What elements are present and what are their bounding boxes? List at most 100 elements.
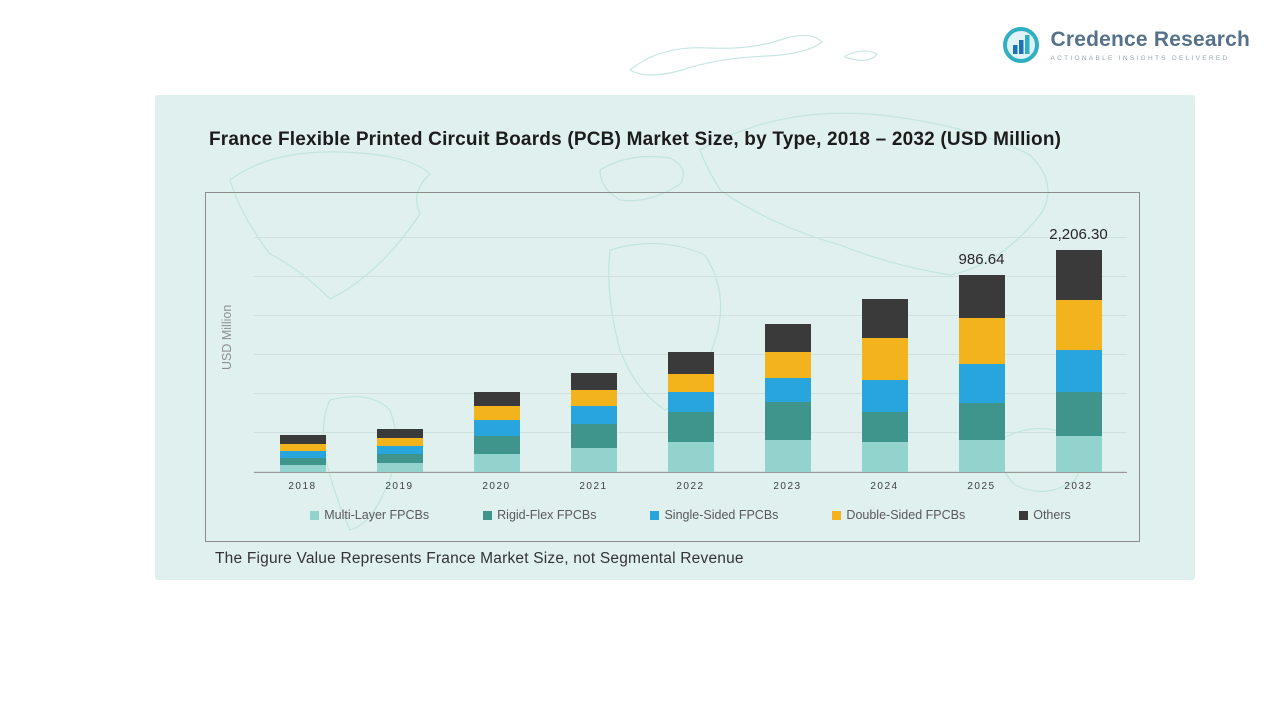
logo-tagline-text: Actionable Insights Delivered	[1050, 55, 1230, 62]
bar-group-2025: 986.64	[933, 201, 1030, 472]
bar-segment-others-2020	[473, 392, 520, 406]
legend-swatch-others	[1019, 510, 1029, 520]
bar-segment-rigid-flex-fpcbs-2025	[958, 403, 1005, 440]
bar-segment-double-sided-fpcbs-2022	[667, 374, 714, 392]
bar-stack-2032	[1055, 250, 1102, 472]
bar-segment-double-sided-fpcbs-2021	[570, 390, 617, 406]
bar-segment-rigid-flex-fpcbs-2021	[570, 424, 617, 448]
bar-segment-double-sided-fpcbs-2018	[279, 444, 326, 451]
chart-plot-box: USD Million 986.64 2,206.30 2018 2019 2020 2…	[205, 192, 1140, 542]
bar-total-label-2032: 2,206.30	[1049, 226, 1108, 243]
legend-item-single-sided-fpcbs: Single-Sided FPCBs	[650, 508, 778, 522]
bar-segment-rigid-flex-fpcbs-2032	[1055, 392, 1102, 436]
legend-item-multi-layer-fpcbs: Multi-Layer FPCBs	[310, 508, 429, 522]
legend-label-rigid-flex-fpcbs: Rigid-Flex FPCBs	[497, 508, 597, 522]
bar-group-2020	[448, 201, 545, 472]
bar-segment-single-sided-fpcbs-2019	[376, 446, 423, 454]
bar-segment-others-2022	[667, 352, 714, 374]
legend-swatch-single-sided-fpcbs	[650, 510, 660, 520]
bar-segment-multi-layer-fpcbs-2032	[1055, 436, 1102, 472]
bar-total-label-2025: 986.64	[958, 250, 1005, 268]
bar-stack-2020	[473, 392, 520, 472]
bar-segment-others-2019	[376, 429, 423, 438]
bar-segment-multi-layer-fpcbs-2019	[376, 463, 423, 472]
legend-item-rigid-flex-fpcbs: Rigid-Flex FPCBs	[483, 508, 596, 522]
bar-segment-others-2023	[764, 324, 811, 352]
bar-segment-single-sided-fpcbs-2022	[667, 392, 714, 412]
bar-segment-single-sided-fpcbs-2020	[473, 420, 520, 436]
x-tick-label-2020: 2020	[482, 481, 511, 492]
legend-swatch-rigid-flex-fpcbs	[483, 510, 493, 520]
x-tick-label-2032: 2032	[1064, 481, 1093, 492]
bar-segment-single-sided-fpcbs-2032	[1055, 350, 1102, 392]
bar-segment-double-sided-fpcbs-2025	[958, 318, 1005, 364]
bar-group-2019	[351, 201, 448, 472]
legend-item-others: Others	[1019, 508, 1071, 522]
bar-segment-double-sided-fpcbs-2020	[473, 406, 520, 420]
bar-segment-rigid-flex-fpcbs-2020	[473, 436, 520, 454]
legend-label-double-sided-fpcbs: Double-Sided FPCBs	[846, 508, 966, 522]
bar-segment-multi-layer-fpcbs-2020	[473, 454, 520, 472]
bar-stack-2019	[376, 429, 423, 472]
bar-segment-single-sided-fpcbs-2021	[570, 406, 617, 424]
bar-segment-others-2025	[958, 274, 1005, 318]
bar-group-2021	[545, 201, 642, 472]
bar-stack-2022	[667, 352, 714, 472]
credence-research-logo: Credence Research Actionable Insights De…	[1002, 26, 1250, 64]
x-tick-label-2025: 2025	[967, 481, 996, 492]
bar-segment-rigid-flex-fpcbs-2022	[667, 412, 714, 442]
bar-segment-multi-layer-fpcbs-2024	[861, 442, 908, 472]
x-tick-label-2022: 2022	[676, 481, 705, 492]
bar-segment-rigid-flex-fpcbs-2023	[764, 402, 811, 440]
bar-segment-others-2032	[1055, 250, 1102, 300]
bar-segment-single-sided-fpcbs-2024	[861, 380, 908, 412]
bar-segment-multi-layer-fpcbs-2022	[667, 442, 714, 472]
bar-stack-2018	[279, 435, 326, 472]
legend-swatch-multi-layer-fpcbs	[310, 510, 320, 520]
bar-segment-others-2021	[570, 373, 617, 390]
logo-brand-text: Credence Research	[1050, 28, 1250, 51]
bar-stack-2024	[861, 299, 908, 472]
x-tick-label-2021: 2021	[579, 481, 608, 492]
bar-stack-2025	[958, 274, 1005, 472]
bar-group-2032: 2,206.30	[1030, 201, 1127, 472]
legend-label-others: Others	[1033, 508, 1071, 522]
bar-stack-2021	[570, 373, 617, 472]
bar-segment-single-sided-fpcbs-2018	[279, 451, 326, 458]
x-tick-label-2019: 2019	[385, 481, 414, 492]
chart-legend: Multi-Layer FPCBs Rigid-Flex FPCBs Single-…	[254, 508, 1127, 522]
bar-segment-double-sided-fpcbs-2023	[764, 352, 811, 378]
chart-title: France Flexible Printed Circuit Boards (…	[209, 129, 1062, 150]
x-tick-label-2024: 2024	[870, 481, 899, 492]
logo-text: Credence Research Actionable Insights De…	[1050, 28, 1250, 62]
bar-segment-double-sided-fpcbs-2019	[376, 438, 423, 446]
plot-area: 986.64 2,206.30	[254, 201, 1127, 473]
bar-segment-single-sided-fpcbs-2023	[764, 378, 811, 402]
bar-segment-double-sided-fpcbs-2032	[1055, 300, 1102, 350]
chart-footnote: The Figure Value Represents France Marke…	[215, 550, 744, 567]
x-axis-labels: 2018 2019 2020 2021 2022 2023 2024 2025 2032	[254, 473, 1127, 492]
bar-segment-rigid-flex-fpcbs-2024	[861, 412, 908, 442]
x-tick-label-2023: 2023	[773, 481, 802, 492]
legend-label-multi-layer-fpcbs: Multi-Layer FPCBs	[324, 508, 430, 522]
bar-segment-others-2018	[279, 435, 326, 444]
bar-group-2023	[739, 201, 836, 472]
bar-group-2018	[254, 201, 351, 472]
bar-segment-multi-layer-fpcbs-2021	[570, 448, 617, 472]
y-axis-label: USD Million	[220, 304, 234, 370]
legend-swatch-double-sided-fpcbs	[832, 510, 842, 520]
legend-label-single-sided-fpcbs: Single-Sided FPCBs	[664, 508, 779, 522]
bar-segment-rigid-flex-fpcbs-2018	[279, 458, 326, 465]
bar-segment-multi-layer-fpcbs-2023	[764, 440, 811, 472]
bar-segment-multi-layer-fpcbs-2018	[279, 465, 326, 472]
legend-item-double-sided-fpcbs: Double-Sided FPCBs	[832, 508, 965, 522]
bar-segment-single-sided-fpcbs-2025	[958, 364, 1005, 403]
x-tick-label-2018: 2018	[288, 481, 317, 492]
bar-segment-multi-layer-fpcbs-2025	[958, 440, 1005, 472]
bar-group-2022	[642, 201, 739, 472]
bar-group-2024	[836, 201, 933, 472]
bar-segment-rigid-flex-fpcbs-2019	[376, 454, 423, 463]
bar-segment-double-sided-fpcbs-2024	[861, 338, 908, 380]
bar-chart-logo-icon	[1003, 27, 1040, 63]
bar-segment-others-2024	[861, 299, 908, 338]
